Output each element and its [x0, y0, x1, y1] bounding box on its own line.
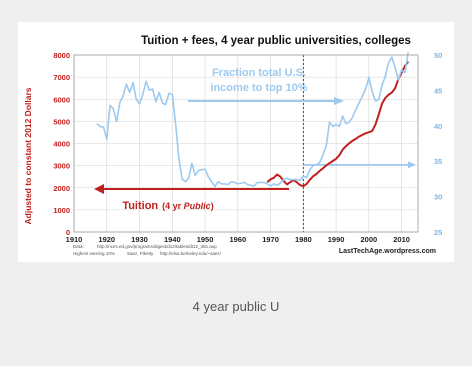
chart-title: Tuition + fees, 4 year public universiti…: [141, 35, 411, 47]
x-tick-label: 1910: [66, 235, 83, 244]
tuition-income-chart: Tuition + fees, 4 year public universiti…: [23, 35, 442, 256]
y-left-tick-label: 4000: [53, 140, 70, 149]
y-right-tick-label: 45: [434, 86, 442, 95]
y-left-tick-label: 1000: [53, 206, 70, 215]
tuition-series-line: [266, 61, 410, 188]
x-tick-label: 2010: [393, 235, 410, 244]
plot-frame: [73, 54, 419, 233]
income-share-series-line: [96, 52, 409, 188]
tuition-arrow-head: [94, 184, 104, 194]
source-income-authors: Saez, Piketty: [127, 251, 154, 256]
y-left-tick-label: 2000: [53, 184, 70, 193]
tuition-annotation: Tuition (4 yr Public): [122, 200, 213, 212]
y-left-tick-label: 6000: [53, 95, 70, 104]
y-left-tick-label: 0: [66, 228, 70, 237]
series-layer: [96, 52, 410, 188]
tuition-annotation-paren-open: (4 yr: [162, 201, 184, 211]
reference-layer: [302, 55, 416, 232]
tuition-annotation-public: Public: [184, 201, 211, 211]
y-right-tick-label: 25: [434, 228, 442, 237]
x-tick-label: 1950: [197, 235, 214, 244]
source-income-label: Highest earning 10%: [73, 251, 115, 256]
x-tick-label: 1980: [295, 235, 312, 244]
credit-text: LastTechAge.wordpress.com: [339, 248, 436, 255]
x-tick-label: 1970: [262, 235, 279, 244]
source-data-label: Data:: [73, 244, 84, 249]
y-left-tick-label: 7000: [53, 73, 70, 82]
income-annotation-line1: Fraction total U.S.: [212, 67, 306, 79]
y-left-tick-label: 5000: [53, 117, 70, 126]
y-left-tick-label: 8000: [53, 51, 70, 60]
chart-card: Tuition + fees, 4 year public universiti…: [18, 22, 454, 262]
figure-caption: 4 year public U: [192, 299, 280, 314]
y-right-tick-label: 30: [434, 193, 442, 202]
footer: Data: http://nces.ed.gov/programs/digest…: [73, 244, 436, 256]
x-tick-label: 1930: [131, 235, 148, 244]
income-arrow-right-head: [408, 161, 416, 169]
y-right-tick-label: 35: [434, 157, 442, 166]
x-tick-label: 1920: [98, 235, 115, 244]
tuition-annotation-main: Tuition: [122, 200, 158, 212]
x-tick-label: 2000: [361, 235, 378, 244]
x-tick-label: 1960: [229, 235, 246, 244]
axis-layer: 0 1000 2000 3000 4000 5000 6000 7000 8000 1910 192…: [53, 51, 442, 244]
tuition-annotation-paren-close: ): [211, 201, 214, 211]
y-right-tick-label: 40: [434, 122, 442, 131]
y-right-tick-label: 50: [434, 51, 442, 60]
y-axis-label: Adjusted to constant 2012 Dollars: [23, 87, 33, 224]
income-annotation-line2: income to top 10%: [210, 82, 307, 94]
source-income-url: http://elsa.berkeley.edu/~saez/: [160, 251, 222, 256]
income-arrow-head: [334, 97, 344, 105]
y-left-tick-label: 3000: [53, 162, 70, 171]
annotation-layer: Fraction total U.S. income to top 10% Tu…: [94, 67, 344, 212]
grid-layer: [73, 54, 418, 233]
x-tick-label: 1990: [328, 235, 345, 244]
source-data-url: http://nces.ed.gov/programs/digest/d12/t…: [97, 244, 217, 249]
x-tick-label: 1940: [164, 235, 181, 244]
